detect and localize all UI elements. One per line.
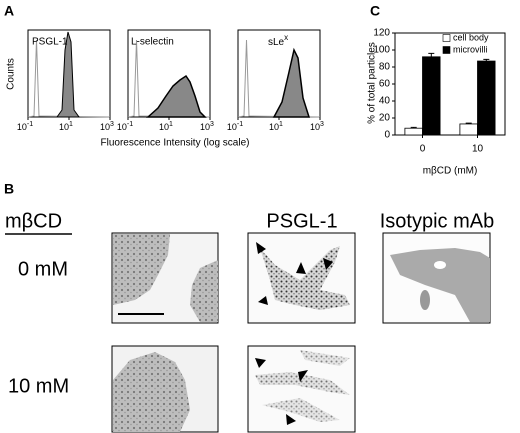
tick-base: 10	[117, 122, 127, 132]
micrograph	[247, 345, 356, 433]
bar	[422, 56, 441, 136]
y-label: Counts	[6, 58, 17, 90]
tick-base: 10	[59, 122, 69, 132]
plot-title: PSGL-1	[32, 37, 68, 48]
micrograph	[111, 345, 219, 433]
tick-exp: -1	[237, 121, 243, 128]
column-header: Isotypic mAb	[380, 210, 494, 232]
y-tick-label: 40	[379, 96, 391, 107]
panel-label: C	[370, 3, 380, 19]
column-header: PSGL-1	[266, 210, 337, 232]
x-tick-label: 101	[269, 121, 283, 133]
tick-base: 10	[17, 122, 27, 132]
row-header: mβCD	[5, 210, 62, 232]
tick-exp: 1	[69, 121, 73, 128]
tick-exp: -1	[127, 121, 133, 128]
tick-exp: 3	[320, 121, 324, 128]
histogram-2	[127, 29, 211, 118]
tick-exp: -1	[27, 121, 33, 128]
x-tick-label: 101	[59, 121, 73, 133]
row-label: 10 mM	[8, 375, 69, 397]
x-tick-label: 10-1	[17, 121, 33, 133]
tick-exp: 1	[169, 121, 173, 128]
tick-base: 10	[310, 122, 320, 132]
y-tick-label: 60	[379, 79, 391, 90]
y-tick-label: 0	[384, 130, 390, 141]
x-tick-label: 10-1	[227, 121, 243, 133]
bar	[459, 123, 478, 136]
plot-title: L-selectin	[131, 37, 174, 48]
x-ticks: 10-1 101 103 10-1 101 103 10-1 101 103	[17, 117, 324, 132]
x-tick-label: 10-1	[117, 121, 133, 133]
y-label: % of total particles	[367, 42, 378, 124]
legend-swatch	[442, 46, 451, 54]
tick-base: 10	[100, 122, 110, 132]
bar	[404, 127, 423, 136]
tick-exp: 3	[210, 121, 214, 128]
error-bar	[465, 122, 472, 124]
micrograph	[111, 232, 219, 324]
y-tick-label: 100	[373, 45, 390, 56]
tick-base: 10	[227, 122, 237, 132]
panel-label: B	[4, 181, 14, 197]
x-tick-label: 101	[159, 121, 173, 133]
x-tick-label: 103	[100, 121, 114, 133]
y-tick-label: 20	[379, 113, 391, 124]
micrograph	[247, 232, 356, 324]
bar-chart: 0 20 40 60 80 100 120 0 10 cell body microvilli	[373, 28, 506, 155]
legend-label: cell body	[453, 32, 489, 42]
histogram-3	[237, 29, 321, 118]
legend-label: microvilli	[453, 44, 488, 54]
error-bar	[483, 58, 490, 62]
x-tick-label: 103	[310, 121, 324, 133]
tick-base: 10	[269, 122, 279, 132]
x-label: Fluorescence Intensity (log scale)	[101, 138, 250, 149]
micrograph	[382, 232, 491, 324]
tick-exp: 1	[279, 121, 283, 128]
row-label: 0 mM	[18, 258, 68, 280]
error-bar	[410, 126, 417, 129]
tick-base: 10	[159, 122, 169, 132]
tick-exp: 3	[110, 121, 114, 128]
bar	[477, 60, 496, 136]
y-tick-label: 120	[373, 28, 390, 39]
panel-label: A	[4, 3, 14, 19]
legend-swatch	[442, 34, 451, 42]
x-tick-label: 103	[200, 121, 214, 133]
x-tick-label: 0	[420, 144, 426, 155]
x-tick-label: 10	[472, 144, 484, 155]
error-bar	[428, 52, 435, 57]
y-tick-label: 80	[379, 62, 391, 73]
x-label: mβCD (mM)	[423, 166, 478, 177]
plot-title: sLex	[268, 33, 288, 48]
tick-base: 10	[200, 122, 210, 132]
